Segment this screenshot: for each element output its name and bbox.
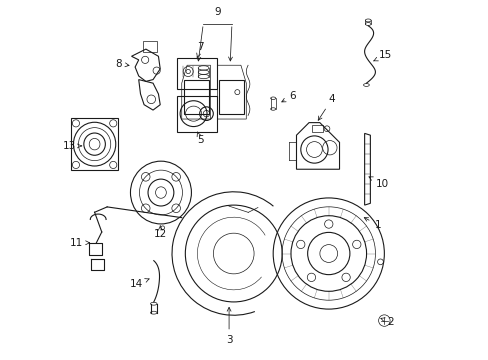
Text: 10: 10 xyxy=(368,177,388,189)
Text: 13: 13 xyxy=(62,141,81,151)
Bar xyxy=(311,125,322,132)
Text: 8: 8 xyxy=(115,59,129,69)
Text: 15: 15 xyxy=(373,50,391,61)
Text: 11: 11 xyxy=(70,238,89,248)
Text: 6: 6 xyxy=(281,91,295,102)
Text: 4: 4 xyxy=(318,94,335,120)
Bar xyxy=(177,58,217,89)
Bar xyxy=(183,80,209,114)
Bar xyxy=(177,96,217,132)
Text: 5: 5 xyxy=(197,132,203,145)
Text: 14: 14 xyxy=(130,279,149,289)
Text: 3: 3 xyxy=(225,307,232,345)
Text: 7: 7 xyxy=(196,42,203,58)
Text: 2: 2 xyxy=(380,317,393,327)
Bar xyxy=(143,41,157,51)
Text: 9: 9 xyxy=(214,7,221,17)
Text: 1: 1 xyxy=(364,217,380,230)
Bar xyxy=(71,118,118,170)
Bar xyxy=(219,80,244,114)
Text: 12: 12 xyxy=(153,226,166,239)
